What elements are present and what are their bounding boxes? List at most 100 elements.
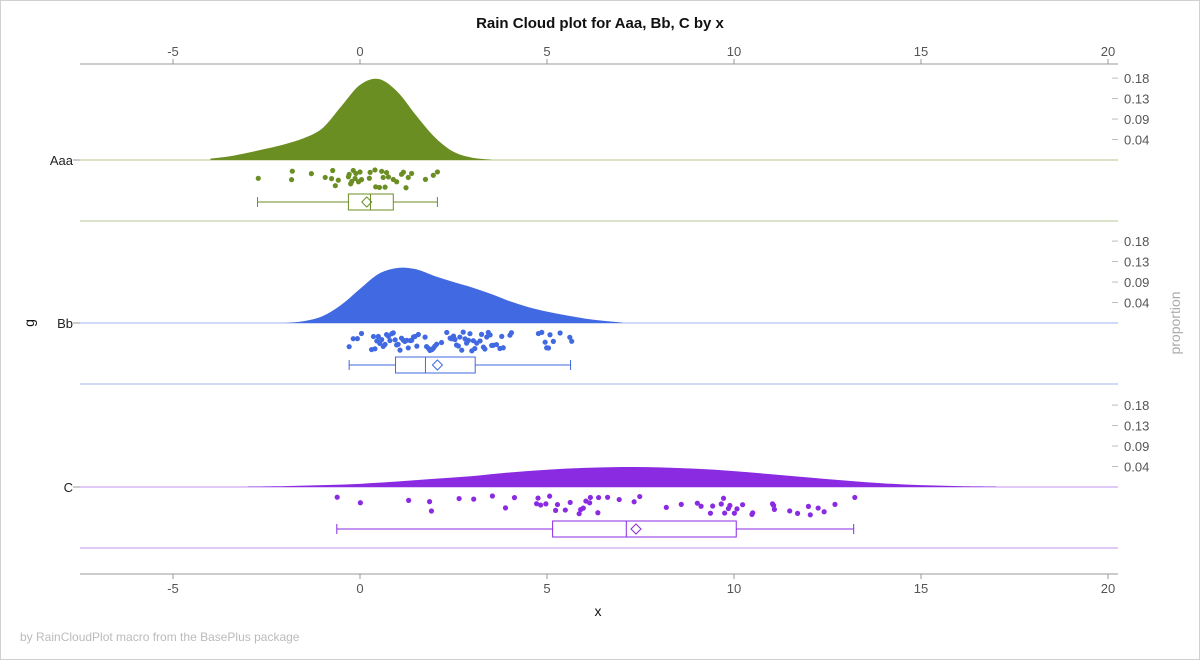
- data-point: [457, 334, 463, 340]
- data-point: [426, 499, 433, 505]
- data-point: [387, 337, 393, 344]
- data-point: [346, 344, 352, 350]
- data-point: [376, 184, 383, 191]
- data-point: [405, 345, 411, 351]
- data-point: [482, 346, 488, 352]
- density-cloud: [285, 267, 622, 323]
- data-point: [380, 174, 386, 181]
- data-point: [740, 502, 746, 508]
- group-aaa: Aaa 0.04 0.09 0.13 0.18: [50, 71, 1149, 222]
- density-cloud: [247, 466, 996, 487]
- data-point: [400, 169, 406, 175]
- data-point: [587, 494, 593, 501]
- top-x-axis-tick-label: 10: [727, 44, 741, 59]
- data-point: [533, 501, 540, 507]
- data-point: [535, 495, 541, 501]
- data-point: [358, 177, 365, 183]
- data-point: [465, 337, 472, 343]
- data-point: [403, 185, 409, 191]
- data-point: [372, 167, 378, 173]
- data-point: [678, 501, 684, 507]
- data-point: [500, 345, 506, 351]
- data-point: [750, 510, 756, 516]
- data-point: [734, 506, 740, 512]
- density-tick-label: 0.18: [1124, 398, 1149, 413]
- data-point: [722, 510, 728, 516]
- data-point: [350, 336, 356, 342]
- data-point: [596, 494, 602, 501]
- density-tick-label: 0.09: [1124, 275, 1149, 290]
- data-point: [694, 500, 700, 506]
- data-point: [455, 343, 461, 349]
- data-point: [567, 334, 573, 340]
- data-point: [550, 338, 556, 344]
- y-axis-label: g: [21, 319, 37, 327]
- data-point: [637, 493, 643, 500]
- data-point: [821, 509, 827, 515]
- data-point: [731, 510, 737, 516]
- data-point: [354, 336, 360, 342]
- data-point: [414, 343, 420, 349]
- data-point: [434, 169, 441, 175]
- data-point: [346, 171, 352, 178]
- data-point: [852, 494, 858, 501]
- top-x-axis-tick-label: 15: [914, 44, 928, 59]
- data-point: [727, 502, 733, 509]
- chart-title: Rain Cloud plot for Aaa, Bb, C by x: [476, 15, 724, 32]
- data-point: [542, 339, 548, 345]
- data-point: [288, 177, 295, 183]
- data-point: [698, 503, 704, 509]
- data-point: [539, 329, 545, 335]
- data-point: [787, 508, 793, 514]
- data-point: [557, 330, 563, 336]
- data-point: [438, 339, 445, 346]
- data-point: [663, 504, 669, 511]
- data-point: [335, 177, 341, 183]
- data-point: [538, 502, 544, 508]
- data-point: [428, 508, 435, 514]
- category-label: Bb: [57, 316, 73, 331]
- density-cloud: [210, 78, 491, 160]
- data-point: [805, 503, 812, 509]
- y2-axis-label: proportion: [1167, 291, 1183, 354]
- data-point: [385, 174, 392, 180]
- data-point: [489, 493, 495, 499]
- data-point: [308, 171, 314, 177]
- data-point: [379, 168, 385, 174]
- data-point: [707, 510, 714, 516]
- density-tick-label: 0.18: [1124, 234, 1149, 249]
- x-axis-label: x: [595, 603, 602, 619]
- data-point: [477, 338, 483, 344]
- data-point: [394, 179, 400, 185]
- top-x-axis-tick-label: 0: [356, 44, 363, 59]
- data-point: [334, 494, 340, 500]
- data-point: [255, 175, 261, 181]
- top-x-axis-tick-label: 20: [1101, 44, 1115, 59]
- data-point: [349, 178, 355, 185]
- data-point: [367, 169, 373, 175]
- data-point: [430, 172, 436, 178]
- group-bb: Bb 0.04 0.09 0.13 0.18: [57, 234, 1149, 385]
- data-point: [352, 175, 358, 182]
- data-point: [415, 331, 421, 338]
- data-point: [718, 501, 724, 507]
- top-x-axis-tick-label: 5: [543, 44, 550, 59]
- data-point: [379, 337, 385, 343]
- data-point: [289, 168, 295, 174]
- data-point: [459, 347, 465, 353]
- bottom-x-axis-tick-label: 10: [727, 581, 741, 596]
- data-point: [467, 331, 473, 337]
- data-point: [332, 183, 338, 189]
- data-point: [604, 494, 611, 500]
- data-point: [357, 500, 363, 506]
- data-point: [444, 329, 450, 336]
- mean-marker: [431, 359, 444, 371]
- data-point: [330, 167, 336, 174]
- density-tick-label: 0.09: [1124, 112, 1149, 127]
- category-label: Aaa: [50, 153, 74, 168]
- data-point: [553, 507, 559, 513]
- data-point: [406, 497, 412, 503]
- data-point: [392, 337, 398, 343]
- mean-marker: [361, 196, 373, 208]
